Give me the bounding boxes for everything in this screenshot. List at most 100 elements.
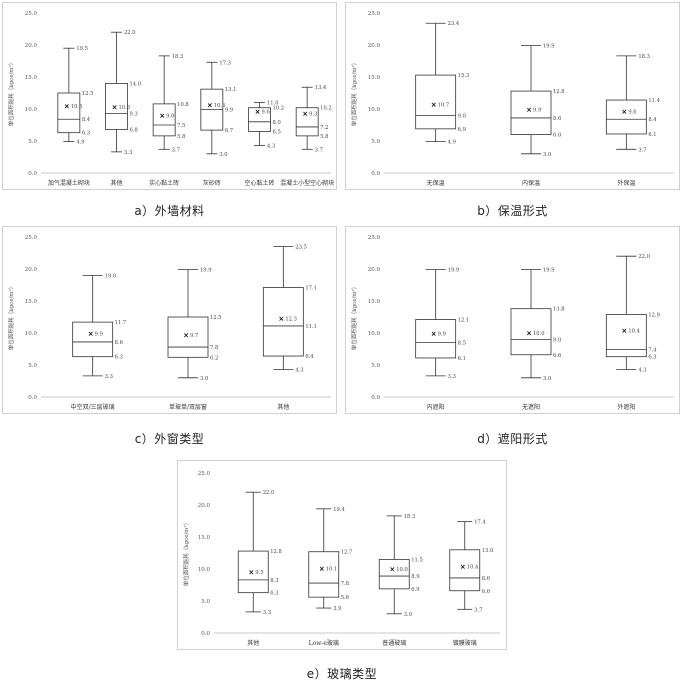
- mean-marker: ×: [319, 565, 325, 573]
- box-iqr: [605, 314, 647, 358]
- label-min: 4.3: [295, 367, 303, 373]
- label-max: 19.9: [448, 268, 460, 274]
- label-min: 3.0: [543, 376, 551, 382]
- y-tick-label: 25.0: [368, 11, 381, 17]
- y-axis-label: 单位面积能耗（kgce/m²）: [350, 284, 358, 350]
- boxplot-e: 单位面积能耗（kgce/m²） 0.0 5.0 10.0 15.0 20.0 25.0 × 22…: [182, 471, 500, 647]
- label-q1: 6.3: [82, 131, 90, 137]
- mean-marker: ×: [88, 330, 94, 338]
- label-max: 17.3: [219, 60, 231, 66]
- label-q1: 6.5: [273, 129, 281, 135]
- label-min: 3.3: [105, 374, 113, 380]
- mean-marker: ×: [431, 330, 437, 338]
- label-q3: 12.5: [210, 315, 222, 321]
- label-median: 9.0: [553, 337, 561, 343]
- label-q3: 10.2: [273, 106, 285, 112]
- x-tick-label: 外遮阳: [617, 403, 635, 411]
- label-q3: 17.1: [305, 286, 317, 292]
- mean-marker: ×: [64, 102, 70, 110]
- y-tick-label: 25.0: [198, 471, 211, 477]
- label-q1: 6.4: [305, 354, 314, 360]
- label-q1: 6.2: [210, 355, 218, 361]
- label-min: 3.0: [219, 152, 227, 158]
- y-tick-label: 10.0: [198, 567, 211, 573]
- chart-panel-e: 单位面积能耗（kgce/m²） 0.0 5.0 10.0 15.0 20.0 25.0 × 22…: [177, 460, 507, 650]
- label-min: 4.9: [448, 140, 456, 146]
- label-q1: 6.6: [553, 353, 561, 359]
- label-min: 3.3: [124, 150, 132, 156]
- box-iqr: [295, 107, 319, 137]
- label-min: 3.7: [315, 147, 323, 153]
- label-min: 4.9: [76, 140, 84, 146]
- mean-marker: ×: [159, 112, 165, 120]
- box-iqr: [510, 308, 552, 356]
- label-mean: 9.7: [190, 333, 198, 339]
- y-tick-label: 0.0: [28, 171, 37, 177]
- box-iqr: [415, 74, 457, 130]
- label-mean: 9.6: [262, 110, 270, 116]
- label-median: 8.6: [115, 340, 123, 346]
- box-iqr: [57, 92, 81, 134]
- boxplot-d: 单位面积能耗（kgce/m²） 0.0 5.0 10.0 15.0 20.0 25.0 × 19…: [350, 235, 674, 411]
- label-median: 7.5: [177, 123, 185, 129]
- label-mean: 10.1: [326, 566, 338, 572]
- label-max: 19.9: [543, 268, 555, 274]
- box-iqr: [72, 321, 114, 358]
- x-tick-label: 加气混凝土砌块: [48, 179, 90, 187]
- mean-marker: ×: [389, 566, 395, 574]
- y-tick-label: 5.0: [28, 363, 37, 369]
- label-q3: 12.9: [648, 312, 660, 318]
- mean-marker: ×: [207, 102, 213, 110]
- label-max: 19.0: [105, 273, 117, 279]
- box-iqr: [308, 551, 340, 598]
- label-median: 9.9: [225, 108, 233, 114]
- y-tick-label: 5.0: [201, 599, 210, 605]
- label-mean: 10.6: [214, 103, 226, 109]
- y-tick-label: 20.0: [198, 503, 211, 509]
- label-mean: 9.9: [533, 108, 541, 114]
- label-q3: 11.7: [115, 320, 127, 326]
- label-q1: 6.7: [225, 128, 233, 134]
- label-max: 19.5: [76, 46, 88, 52]
- y-tick-label: 15.0: [25, 299, 38, 305]
- y-tick-label: 25.0: [368, 235, 381, 241]
- y-tick-label: 20.0: [25, 43, 38, 49]
- label-q1: 5.6: [341, 595, 349, 601]
- label-median: 8.9: [411, 574, 419, 580]
- y-tick-label: 5.0: [371, 139, 380, 145]
- label-mean: 9.6: [628, 110, 636, 116]
- label-median: 9.3: [130, 111, 138, 117]
- label-q3: 15.3: [458, 73, 470, 79]
- label-mean: 10.3: [119, 105, 131, 111]
- box-iqr: [378, 559, 410, 590]
- label-max: 17.4: [474, 520, 486, 526]
- label-median: 11.1: [305, 324, 317, 330]
- label-median: 8.3: [270, 578, 278, 584]
- y-tick-label: 15.0: [198, 535, 211, 541]
- label-mean: 10.0: [396, 567, 408, 573]
- label-mean: 9.3: [309, 111, 317, 117]
- label-max: 19.9: [543, 44, 555, 50]
- label-q1: 6.3: [270, 591, 278, 597]
- label-q1: 6.3: [648, 355, 656, 361]
- label-mean: 9.0: [166, 113, 174, 119]
- x-tick-label: 镀膜玻璃: [453, 639, 477, 647]
- x-tick-label: 外保温: [617, 179, 635, 187]
- y-tick-label: 0.0: [28, 395, 37, 401]
- label-q3: 12.5: [82, 91, 94, 97]
- label-q3: 13.1: [225, 87, 237, 93]
- caption-d: d）遮阳形式: [477, 432, 548, 446]
- x-tick-label: 普通玻璃: [382, 639, 406, 647]
- chart-panel-c: 单位面积能耗（kgce/m²） 0.0 5.0 10.0 15.0 20.0 25.0 × 19…: [2, 226, 337, 414]
- label-q1: 5.8: [177, 134, 185, 140]
- y-axis-label: 单位面积能耗（kgce/m²）: [350, 60, 358, 126]
- chart-panel-a: 单位面积能耗（kgce/m²） 0.0 5.0 10.0 15.0 20.0 25.0 × 19…: [2, 2, 337, 190]
- label-q3: 13.0: [482, 548, 494, 554]
- label-median: 7.8: [341, 581, 349, 587]
- y-tick-label: 0.0: [371, 395, 380, 401]
- label-max: 19.4: [333, 507, 345, 513]
- x-tick-label: 中空双/三层玻璃: [71, 403, 115, 411]
- chart-panel-b: 单位面积能耗（kgce/m²） 0.0 5.0 10.0 15.0 20.0 25.0 × 23…: [345, 2, 680, 190]
- y-tick-label: 20.0: [368, 267, 381, 273]
- y-tick-label: 15.0: [368, 75, 381, 81]
